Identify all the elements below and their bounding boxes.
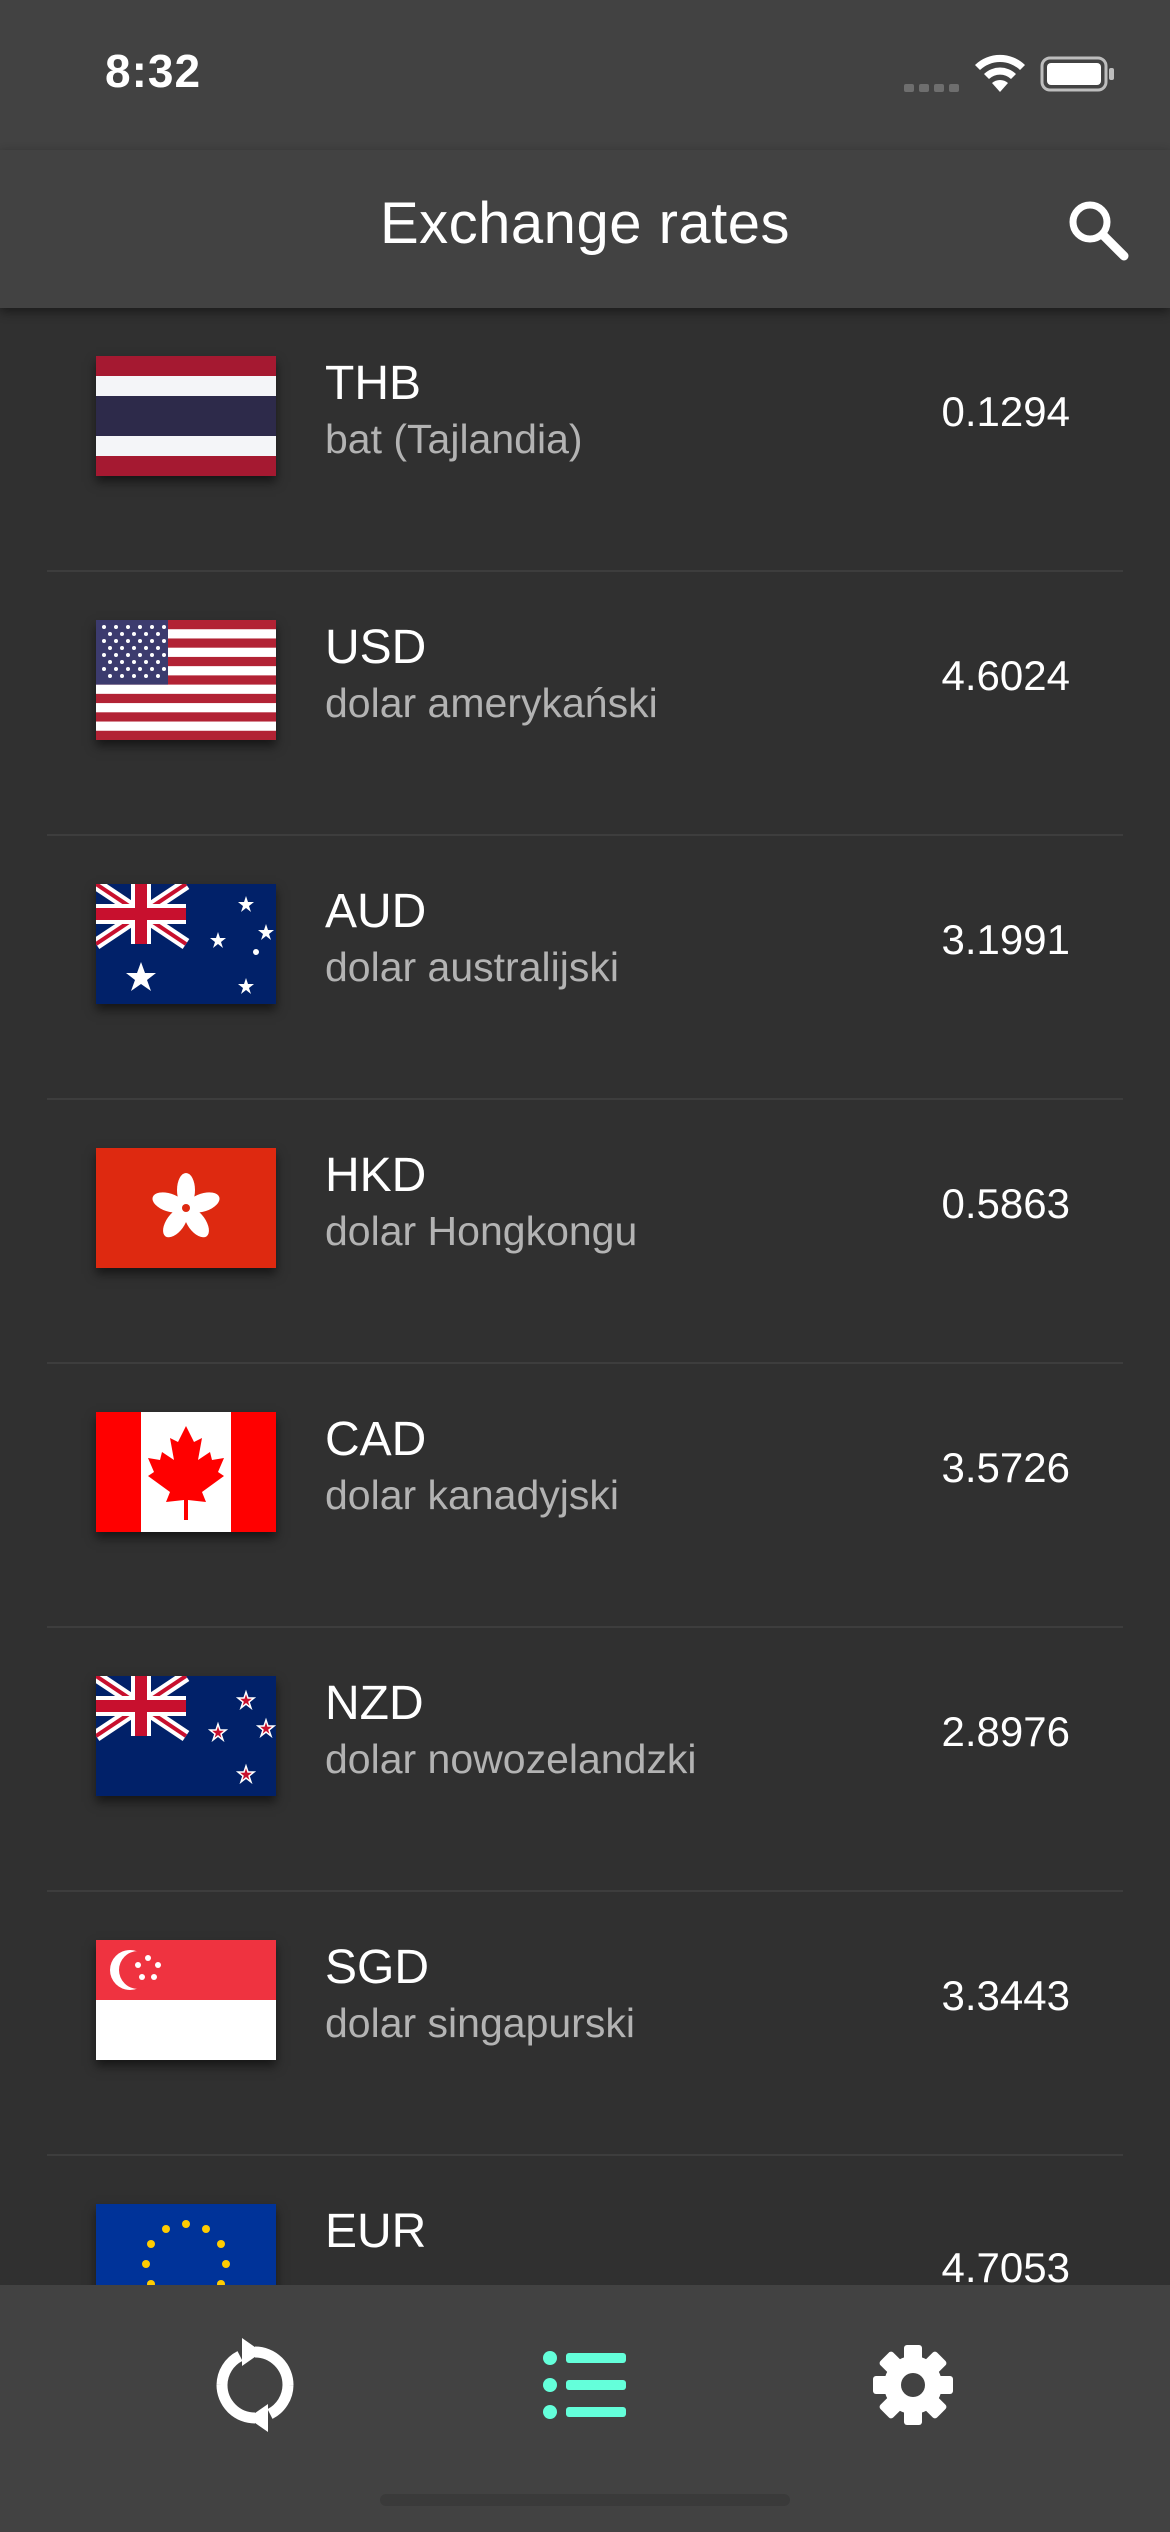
nav-refresh-button[interactable] [200,2330,310,2440]
currency-row-aud[interactable]: AUD dolar australijski 3.1991 [0,836,1170,1100]
currency-row-nzd[interactable]: NZD dolar nowozelandzki 2.8976 [0,1628,1170,1892]
australia-flag-icon [96,884,276,1004]
currency-rate: 2.8976 [941,1708,1070,1755]
row-divider [47,570,1123,572]
canada-flag-icon [96,1412,276,1532]
currency-code: HKD [325,1149,427,1202]
cellular-signal-icon [904,84,959,92]
currency-rate: 4.6024 [941,652,1070,699]
currency-rate: 3.1991 [941,916,1070,963]
row-divider [47,1362,1123,1364]
row-divider [47,1890,1123,1892]
status-bar: 8:32 [0,0,1170,150]
hong-kong-flag-icon [96,1148,276,1268]
row-divider [47,2154,1123,2156]
settings-icon [873,2345,953,2425]
currency-code: NZD [325,1677,424,1730]
currency-code: CAD [325,1413,427,1466]
page-title: Exchange rates [379,191,791,256]
refresh-icon [216,2338,294,2432]
currency-row-hkd[interactable]: HKD dolar Hongkongu 0.5863 [0,1100,1170,1364]
currency-name: bat (Tajlandia) [325,416,583,462]
currency-code: EUR [325,2205,427,2258]
nav-settings-button[interactable] [858,2330,968,2440]
wifi-icon [975,54,1025,92]
currency-row-usd[interactable]: USD dolar amerykański 4.6024 [0,572,1170,836]
currency-name: dolar australijski [325,944,619,990]
new-zealand-flag-icon [96,1676,276,1796]
currency-rate: 0.5863 [941,1180,1070,1227]
currency-rate: 0.1294 [941,388,1070,435]
thailand-flag-icon [96,356,276,476]
currency-row-thb[interactable]: THB bat (Tajlandia) 0.1294 [0,308,1170,572]
currency-name: dolar nowozelandzki [325,1736,697,1782]
home-indicator [380,2494,790,2506]
row-divider [47,1098,1123,1100]
currency-rate: 3.3443 [941,1972,1070,2019]
currency-row-sgd[interactable]: SGD dolar singapurski 3.3443 [0,1892,1170,2156]
currency-name: dolar singapurski [325,2000,635,2046]
currency-list[interactable]: THB bat (Tajlandia) 0.1294 [0,308,1170,2285]
search-icon[interactable] [1060,192,1136,268]
eu-flag-icon [96,2204,276,2285]
currency-code: AUD [325,885,427,938]
singapore-flag-icon [96,1940,276,2060]
battery-icon [1040,56,1114,92]
currency-rate: 3.5726 [941,1444,1070,1491]
currency-code: USD [325,621,427,674]
currency-code: SGD [325,1941,430,1994]
row-divider [47,834,1123,836]
currency-name: dolar Hongkongu [325,1208,638,1254]
currency-row-eur[interactable]: EUR 4.7053 [0,2156,1170,2285]
nav-list-button[interactable] [530,2330,640,2440]
list-icon [543,2351,626,2419]
status-time: 8:32 [105,45,202,97]
row-divider [47,1626,1123,1628]
currency-row-cad[interactable]: CAD dolar kanadyjski 3.5726 [0,1364,1170,1628]
currency-code: THB [325,357,421,410]
currency-rate: 4.7053 [941,2244,1070,2285]
usa-flag-icon [96,620,276,740]
app-bar: Exchange rates [0,150,1170,308]
bottom-navigation [0,2285,1170,2532]
currency-name: dolar amerykański [325,680,658,726]
currency-name: dolar kanadyjski [325,1472,619,1518]
